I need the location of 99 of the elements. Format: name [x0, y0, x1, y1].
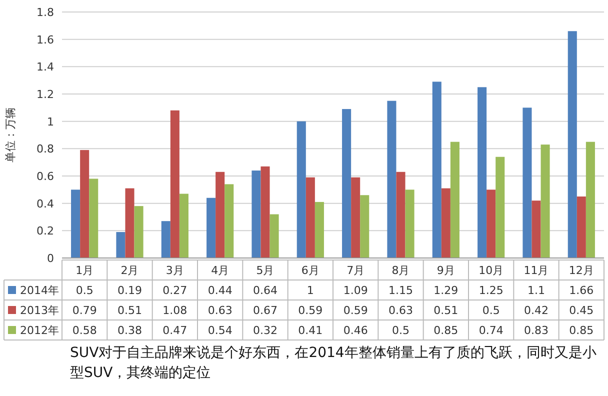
bar [387, 100, 396, 258]
data-label: 0.47 [162, 324, 188, 337]
data-label: 0.58 [72, 324, 97, 337]
bar [360, 195, 370, 258]
data-label: 0.85 [569, 324, 594, 337]
bar [134, 206, 144, 258]
data-label: 1.15 [388, 284, 413, 297]
y-tick-label: 0.6 [36, 170, 54, 183]
bar [270, 214, 279, 258]
x-tick-label: 6月 [301, 264, 320, 277]
y-tick-label: 1.4 [36, 60, 54, 74]
bar [71, 190, 80, 258]
data-label: 1.09 [343, 284, 368, 297]
data-label: 0.74 [478, 324, 504, 337]
legend-label: 2012年 [20, 324, 59, 337]
bar [179, 194, 188, 258]
bar [296, 121, 306, 258]
data-label: 0.5 [76, 284, 94, 297]
bar [125, 188, 134, 258]
x-tick-label: 2月 [120, 264, 139, 277]
data-label: 1.29 [434, 284, 458, 297]
y-tick-label: 1.8 [36, 6, 54, 19]
y-tick-label: 1.2 [36, 88, 54, 101]
bar [351, 177, 360, 258]
bar [206, 198, 216, 258]
bar [170, 110, 180, 258]
bar [306, 177, 315, 258]
bar [586, 142, 595, 258]
y-tick-label: 0 [47, 252, 54, 265]
bar [252, 170, 261, 258]
data-label: 0.5 [392, 324, 410, 337]
x-tick-label: 10月 [478, 264, 504, 277]
data-label: 0.83 [524, 324, 548, 337]
data-label: 0.79 [72, 304, 97, 317]
data-label: 0.46 [343, 324, 368, 337]
data-label: 0.67 [253, 304, 278, 317]
bar [540, 144, 550, 258]
data-label: 0.51 [434, 304, 458, 317]
data-label: 0.51 [118, 304, 142, 317]
bar [116, 232, 126, 258]
x-tick-label: 1月 [76, 264, 94, 277]
data-label: 0.64 [253, 284, 278, 297]
bar [224, 184, 234, 258]
x-tick-label: 11月 [524, 264, 549, 277]
bar [496, 156, 505, 258]
data-label: 1.66 [569, 284, 594, 297]
bar [576, 196, 586, 258]
bar [441, 188, 450, 258]
data-label: 0.63 [388, 304, 413, 317]
data-label: 0.59 [343, 304, 368, 317]
bar [478, 87, 487, 258]
data-label: 0.41 [298, 324, 323, 337]
y-axis-title: 单位：万辆 [4, 108, 17, 162]
x-tick-label: 8月 [392, 264, 410, 277]
data-label: 1.25 [478, 284, 504, 297]
bar [260, 166, 270, 258]
data-label: 0.45 [569, 304, 594, 317]
x-tick-label: 4月 [211, 264, 230, 277]
bar [532, 200, 541, 258]
legend-label: 2014年 [20, 284, 59, 297]
data-label: 1.08 [162, 304, 188, 317]
bar [161, 221, 170, 258]
data-label: 0.44 [208, 284, 232, 297]
bar [432, 82, 442, 258]
data-label: 1 [306, 284, 314, 297]
y-tick-label: 1.6 [36, 33, 54, 46]
data-label: 0.32 [253, 324, 278, 337]
bar [396, 172, 406, 258]
x-tick-label: 7月 [346, 264, 365, 277]
x-tick-label: 5月 [256, 264, 274, 277]
bar [405, 190, 414, 258]
bar [568, 31, 577, 258]
x-tick-label: 12月 [568, 264, 594, 277]
bar [89, 178, 98, 258]
y-tick-label: 0.8 [36, 142, 54, 156]
x-tick-label: 3月 [166, 264, 184, 277]
bar [80, 150, 90, 258]
data-label: 0.19 [118, 284, 142, 297]
legend-label: 2013年 [20, 304, 59, 317]
bar [522, 108, 532, 258]
y-tick-label: 1 [47, 115, 54, 128]
bar [450, 142, 460, 258]
bar [314, 202, 324, 258]
y-tick-label: 0.2 [36, 224, 54, 238]
bar [486, 190, 496, 258]
data-label: 0.59 [298, 304, 323, 317]
data-label: 1.1 [528, 284, 545, 297]
bar [342, 109, 352, 258]
data-label: 0.27 [162, 284, 188, 297]
data-label: 0.38 [118, 324, 142, 337]
data-label: 0.54 [208, 324, 232, 337]
bar [216, 172, 225, 258]
y-tick-label: 0.4 [36, 197, 54, 210]
data-label: 0.85 [434, 324, 458, 337]
data-label: 0.5 [482, 304, 500, 317]
data-label: 0.42 [524, 304, 548, 317]
text: SUV对于自主品牌来说是个好东西，在2014年整体销量上有了质的飞跃，同时又是小型SUV，其终端的定位 [70, 344, 598, 383]
data-label: 0.63 [208, 304, 232, 317]
x-tick-label: 9月 [436, 264, 455, 277]
